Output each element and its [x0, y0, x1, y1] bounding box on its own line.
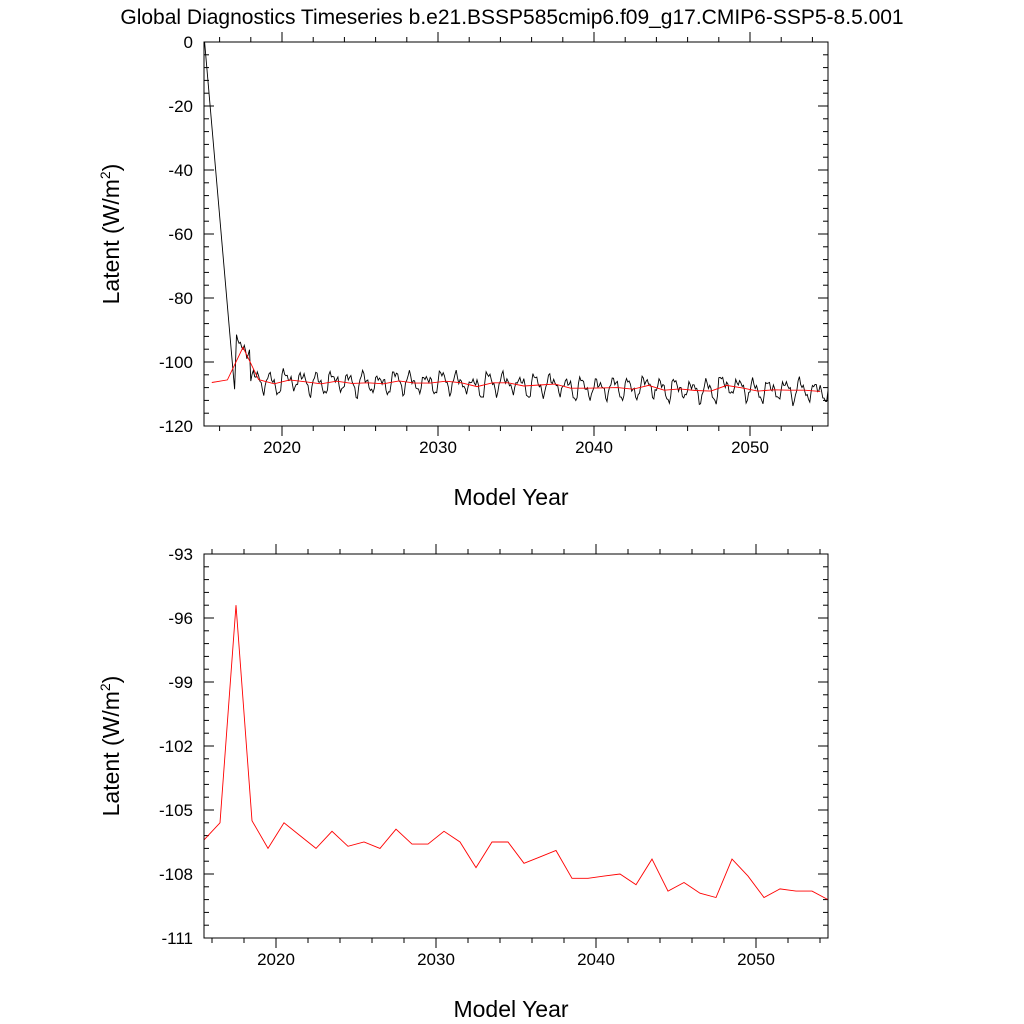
- bottom-x-axis-label: Model Year: [453, 996, 568, 1022]
- bottom-panel: 2020 2030 2040 2050 -93 -96 -99 -102 -105 -108 -11…: [97, 544, 829, 1022]
- bottom-ytick-label-2: -99: [168, 673, 193, 692]
- figure-title: Global Diagnostics Timeseries b.e21.BSSP…: [120, 6, 903, 29]
- top-tick-labels: 2020 2030 2040 2050 0 -20 -40 -60 -80 -100 -120: [159, 33, 769, 457]
- top-ytick-label-3: -60: [168, 225, 193, 244]
- top-x-axis-label: Model Year: [453, 484, 568, 510]
- top-ytick-label-0: 0: [184, 33, 193, 52]
- top-plot-frame: [203, 41, 829, 427]
- bottom-tick-labels: 2020 2030 2040 2050 -93 -96 -99 -102 -105 -108 -11…: [159, 545, 775, 969]
- bottom-ytick-label-3: -102: [159, 737, 193, 756]
- top-xtick-label-2: 2040: [575, 438, 613, 457]
- top-ytick-label-6: -120: [159, 417, 193, 436]
- bottom-ytick-label-5: -108: [159, 865, 193, 884]
- top-y-axis-label-sup: 2: [97, 171, 113, 179]
- bottom-xtick-label-0: 2020: [257, 950, 295, 969]
- top-xtick-label-0: 2020: [263, 438, 301, 457]
- top-xtick-label-1: 2030: [419, 438, 457, 457]
- bottom-xtick-label-1: 2030: [417, 950, 455, 969]
- top-ytick-label-2: -40: [168, 161, 193, 180]
- bottom-ytick-label-0: -93: [168, 545, 193, 564]
- top-panel: 2020 2030 2040 2050 0 -20 -40 -60 -80 -100 -120 Mo…: [97, 32, 829, 510]
- top-ticks: [204, 32, 828, 436]
- top-y-axis-label-close: ): [98, 164, 124, 172]
- top-ytick-label-1: -20: [168, 97, 193, 116]
- bottom-ticks: [204, 544, 828, 948]
- bottom-y-axis-label: Latent (W/m2): [97, 676, 124, 817]
- top-series-monthly: [204, 41, 829, 407]
- bottom-xtick-label-2: 2040: [577, 950, 615, 969]
- top-y-axis-label-text: Latent (W/m: [98, 179, 124, 304]
- bottom-y-axis-label-sup: 2: [97, 683, 113, 691]
- bottom-plot-frame: [203, 553, 829, 939]
- bottom-y-axis-label-close: ): [98, 676, 124, 684]
- bottom-plot-lines: [203, 605, 829, 900]
- bottom-ytick-label-6: -111: [161, 929, 193, 948]
- top-plot-lines: [204, 41, 829, 407]
- top-xtick-label-3: 2050: [731, 438, 769, 457]
- bottom-ytick-label-1: -96: [168, 609, 193, 628]
- top-ytick-label-4: -80: [168, 289, 193, 308]
- bottom-ytick-label-4: -105: [159, 801, 193, 820]
- bottom-y-axis-label-text: Latent (W/m: [98, 691, 124, 816]
- bottom-xtick-label-3: 2050: [737, 950, 775, 969]
- top-y-axis-label: Latent (W/m2): [97, 164, 124, 305]
- top-ytick-label-5: -100: [159, 353, 193, 372]
- top-series-annual: [211, 346, 821, 392]
- bottom-series-annual: [203, 605, 829, 900]
